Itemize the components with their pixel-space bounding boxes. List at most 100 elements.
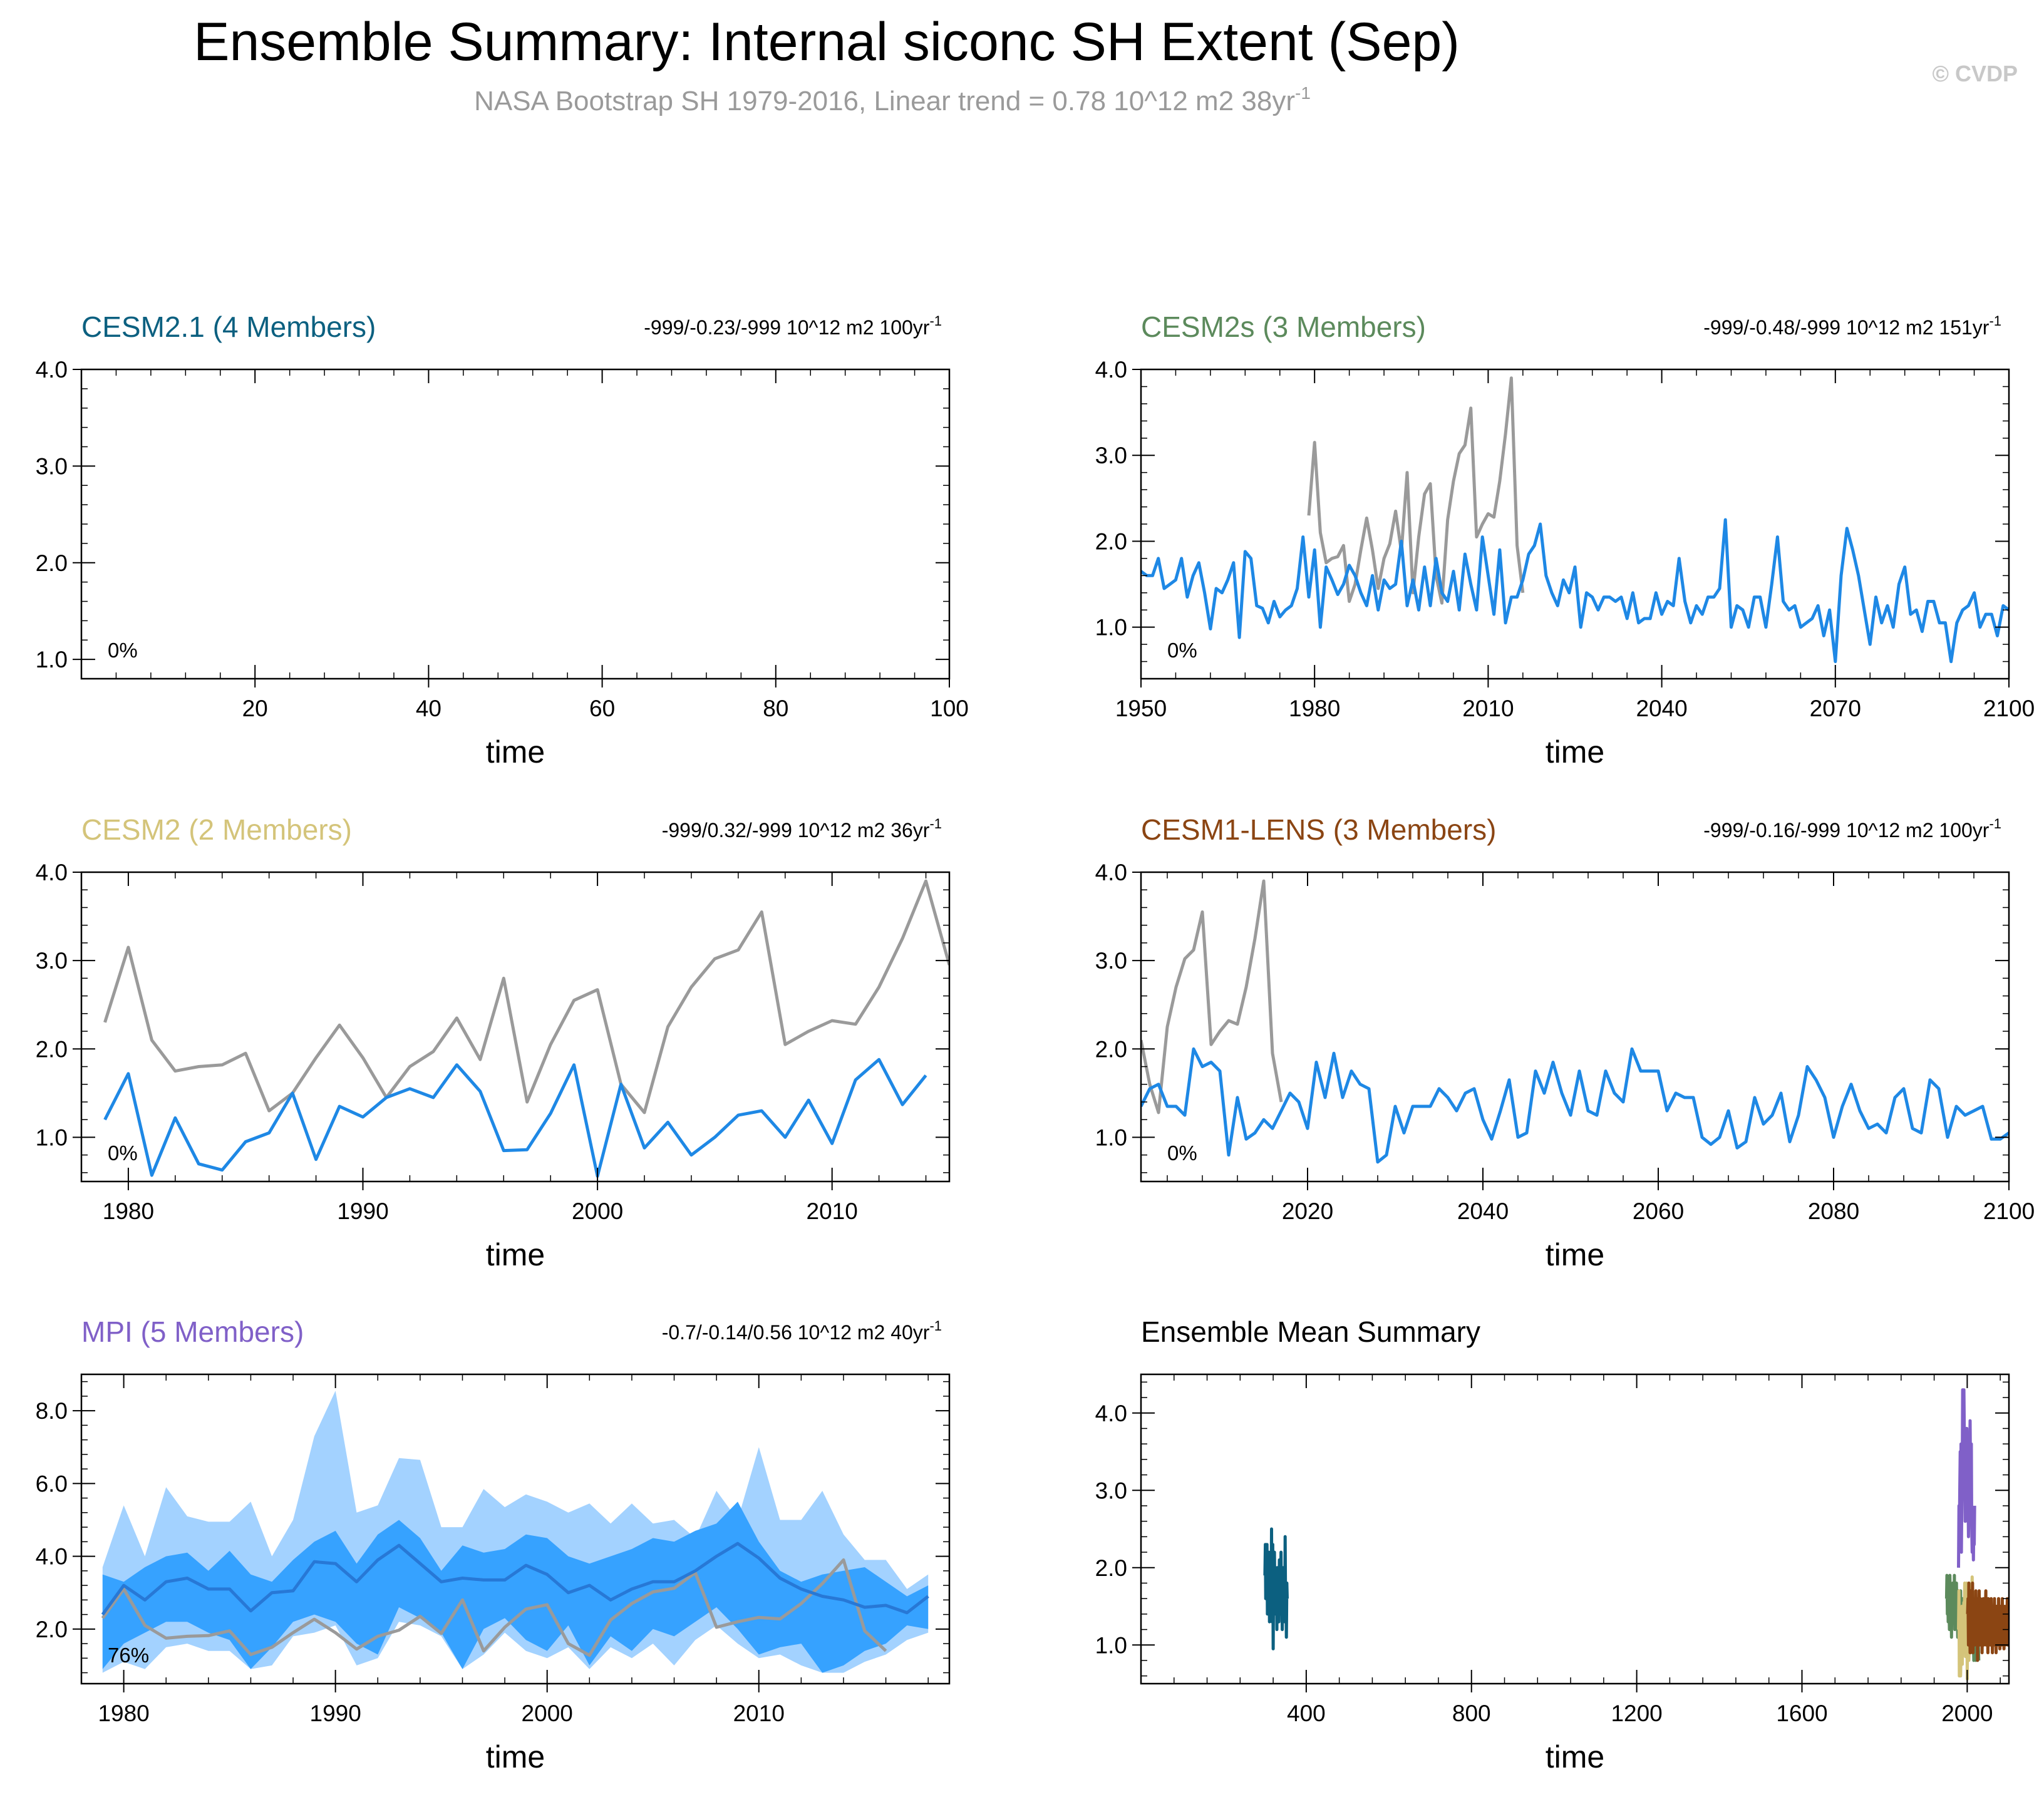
mpi-ytick-label: 6.0 bbox=[36, 1471, 68, 1496]
ensmean-xtick-label: 800 bbox=[1452, 1701, 1491, 1726]
mpi-xlabel: time bbox=[486, 1739, 545, 1774]
cesm21-pct: 0% bbox=[108, 639, 138, 662]
watermark: © CVDP bbox=[1932, 61, 2018, 86]
cesm2-title: CESM2 (2 Members) bbox=[81, 813, 352, 846]
cesm2-ytick-label: 1.0 bbox=[36, 1125, 68, 1150]
mpi-stats-sup: -1 bbox=[929, 1318, 942, 1334]
figure-subtitle-sup: -1 bbox=[1295, 83, 1311, 103]
cesm2-ytick-label: 2.0 bbox=[36, 1036, 68, 1062]
ensmean-ytick-label: 2.0 bbox=[1095, 1555, 1127, 1581]
cesm1lens-stats-sup: -1 bbox=[1989, 816, 2001, 831]
figure-subtitle: NASA Bootstrap SH 1979-2016, Linear tren… bbox=[474, 83, 1311, 116]
cesm2s-xtick-label: 2010 bbox=[1462, 696, 1514, 721]
cesm2s-series-1 bbox=[1141, 518, 2009, 664]
mpi-xtick-label: 2000 bbox=[522, 1701, 573, 1726]
cesm2-pct: 0% bbox=[108, 1141, 138, 1165]
cesm21-xtick-label: 20 bbox=[242, 696, 268, 721]
cesm2s-ytick-label: 1.0 bbox=[1095, 615, 1127, 641]
ensmean-xtick-label: 1200 bbox=[1611, 1701, 1662, 1726]
mpi-ytick-label: 8.0 bbox=[36, 1398, 68, 1424]
mpi-title: MPI (5 Members) bbox=[81, 1315, 304, 1348]
cesm2-series-1 bbox=[103, 1058, 927, 1178]
ensmean-series-0 bbox=[1263, 1527, 1289, 1650]
cesm21-xtick-label: 100 bbox=[930, 696, 969, 721]
cesm1lens-title: CESM1-LENS (3 Members) bbox=[1141, 813, 1496, 846]
cesm2s-xtick-label: 1950 bbox=[1115, 696, 1167, 721]
cesm2-ytick-label: 3.0 bbox=[36, 948, 68, 974]
cesm21-frame bbox=[80, 368, 951, 680]
ensmean-xtick-label: 1600 bbox=[1776, 1701, 1827, 1726]
cesm2-stats-text: -999/0.32/-999 10^12 m2 36yr bbox=[662, 819, 930, 842]
cesm2s-xtick-label: 2070 bbox=[1810, 696, 1861, 721]
cesm2-stats-sup: -1 bbox=[929, 816, 942, 831]
ensmean-xtick-label: 2000 bbox=[1941, 1701, 1993, 1726]
cesm1lens-ytick-label: 2.0 bbox=[1095, 1036, 1127, 1062]
cesm21-xtick-label: 40 bbox=[416, 696, 441, 721]
cesm2s-xtick-label: 2040 bbox=[1636, 696, 1687, 721]
cesm21-ytick-label: 3.0 bbox=[36, 453, 68, 479]
cesm2-xtick-label: 2010 bbox=[807, 1198, 858, 1224]
cesm2-xtick-label: 1990 bbox=[337, 1198, 388, 1224]
mpi-plot-area bbox=[101, 1391, 929, 1673]
cesm1lens-pct: 0% bbox=[1167, 1141, 1197, 1165]
panel-cesm2s: CESM2s (3 Members) -999/-0.48/-999 10^12 … bbox=[1095, 311, 2035, 770]
cesm1lens-ytick-label: 4.0 bbox=[1095, 860, 1127, 885]
cesm2s-xtick-label: 1980 bbox=[1289, 696, 1340, 721]
mpi-frame bbox=[80, 1373, 951, 1685]
ensmean-ytick-label: 1.0 bbox=[1095, 1632, 1127, 1658]
panel-mpi: MPI (5 Members) -0.7/-0.14/0.56 10^12 m2 … bbox=[36, 1315, 951, 1774]
cesm2-plot-area bbox=[103, 879, 949, 1178]
panel-cesm1lens: CESM1-LENS (3 Members) -999/-0.16/-999 10… bbox=[1095, 813, 2035, 1272]
cesm21-xtick-label: 60 bbox=[589, 696, 615, 721]
mpi-xtick-label: 2010 bbox=[733, 1701, 785, 1726]
cesm2s-stats: -999/-0.48/-999 10^12 m2 151yr-1 bbox=[1703, 313, 2001, 339]
cesm1lens-series-0 bbox=[1141, 879, 1283, 1114]
mpi-xtick-label: 1980 bbox=[98, 1701, 149, 1726]
cesm1lens-xtick-label: 2020 bbox=[1282, 1198, 1333, 1224]
cesm21-xtick-label: 80 bbox=[763, 696, 788, 721]
ensmean-ytick-label: 4.0 bbox=[1095, 1401, 1127, 1426]
cesm2s-series-0 bbox=[1307, 376, 1525, 605]
cesm2s-plot-area bbox=[1141, 376, 2009, 664]
mpi-stats-text: -0.7/-0.14/0.56 10^12 m2 40yr bbox=[662, 1321, 930, 1344]
mpi-pct: 76% bbox=[108, 1644, 149, 1667]
cesm1lens-stats-text: -999/-0.16/-999 10^12 m2 100yr bbox=[1703, 819, 1990, 842]
cesm21-title: CESM2.1 (4 Members) bbox=[81, 311, 376, 343]
ensmean-plot-area bbox=[1263, 1388, 2009, 1681]
mpi-stats: -0.7/-0.14/0.56 10^12 m2 40yr-1 bbox=[662, 1318, 942, 1344]
panel-cesm21: CESM2.1 (4 Members) -999/-0.23/-999 10^12… bbox=[36, 311, 969, 770]
cesm1lens-ytick-label: 1.0 bbox=[1095, 1125, 1127, 1150]
figure-title: Ensemble Summary: Internal siconc SH Ext… bbox=[194, 12, 1460, 72]
cesm2-ytick-label: 4.0 bbox=[36, 860, 68, 885]
cesm21-xlabel: time bbox=[486, 734, 545, 770]
ensmean-xtick-label: 400 bbox=[1287, 1701, 1326, 1726]
cesm21-stats-sup: -1 bbox=[929, 313, 942, 329]
ensmean-ytick-label: 3.0 bbox=[1095, 1478, 1127, 1503]
cesm21-ytick-label: 4.0 bbox=[36, 357, 68, 383]
cesm2-xtick-label: 2000 bbox=[572, 1198, 623, 1224]
cesm21-stats-text: -999/-0.23/-999 10^12 m2 100yr bbox=[644, 316, 930, 339]
cesm2-xlabel: time bbox=[486, 1237, 545, 1272]
cesm21-stats: -999/-0.23/-999 10^12 m2 100yr-1 bbox=[644, 313, 942, 339]
cesm2s-pct: 0% bbox=[1167, 639, 1197, 662]
cesm2-xtick-label: 1980 bbox=[103, 1198, 154, 1224]
ensmean-title: Ensemble Mean Summary bbox=[1141, 1315, 1480, 1348]
cesm1lens-xtick-label: 2060 bbox=[1633, 1198, 1684, 1224]
cesm1lens-xtick-label: 2080 bbox=[1808, 1198, 1859, 1224]
cesm1lens-plot-area bbox=[1141, 879, 2009, 1164]
mpi-ytick-label: 2.0 bbox=[36, 1617, 68, 1642]
cesm1lens-xlabel: time bbox=[1546, 1237, 1604, 1272]
cesm21-ytick-label: 1.0 bbox=[36, 647, 68, 672]
cesm2s-ytick-label: 2.0 bbox=[1095, 528, 1127, 554]
cesm1lens-series-1 bbox=[1141, 1047, 2009, 1164]
ensmean-series-3 bbox=[1957, 1388, 1976, 1568]
cesm2s-stats-text: -999/-0.48/-999 10^12 m2 151yr bbox=[1703, 316, 1990, 339]
cesm2s-ytick-label: 3.0 bbox=[1095, 443, 1127, 468]
ensmean-series-4 bbox=[1966, 1581, 2009, 1662]
cesm1lens-stats: -999/-0.16/-999 10^12 m2 100yr-1 bbox=[1703, 816, 2001, 842]
cesm2s-title: CESM2s (3 Members) bbox=[1141, 311, 1426, 343]
cesm2s-xlabel: time bbox=[1546, 734, 1604, 770]
ensmean-frame bbox=[1140, 1373, 2010, 1685]
cesm2s-stats-sup: -1 bbox=[1989, 313, 2001, 329]
